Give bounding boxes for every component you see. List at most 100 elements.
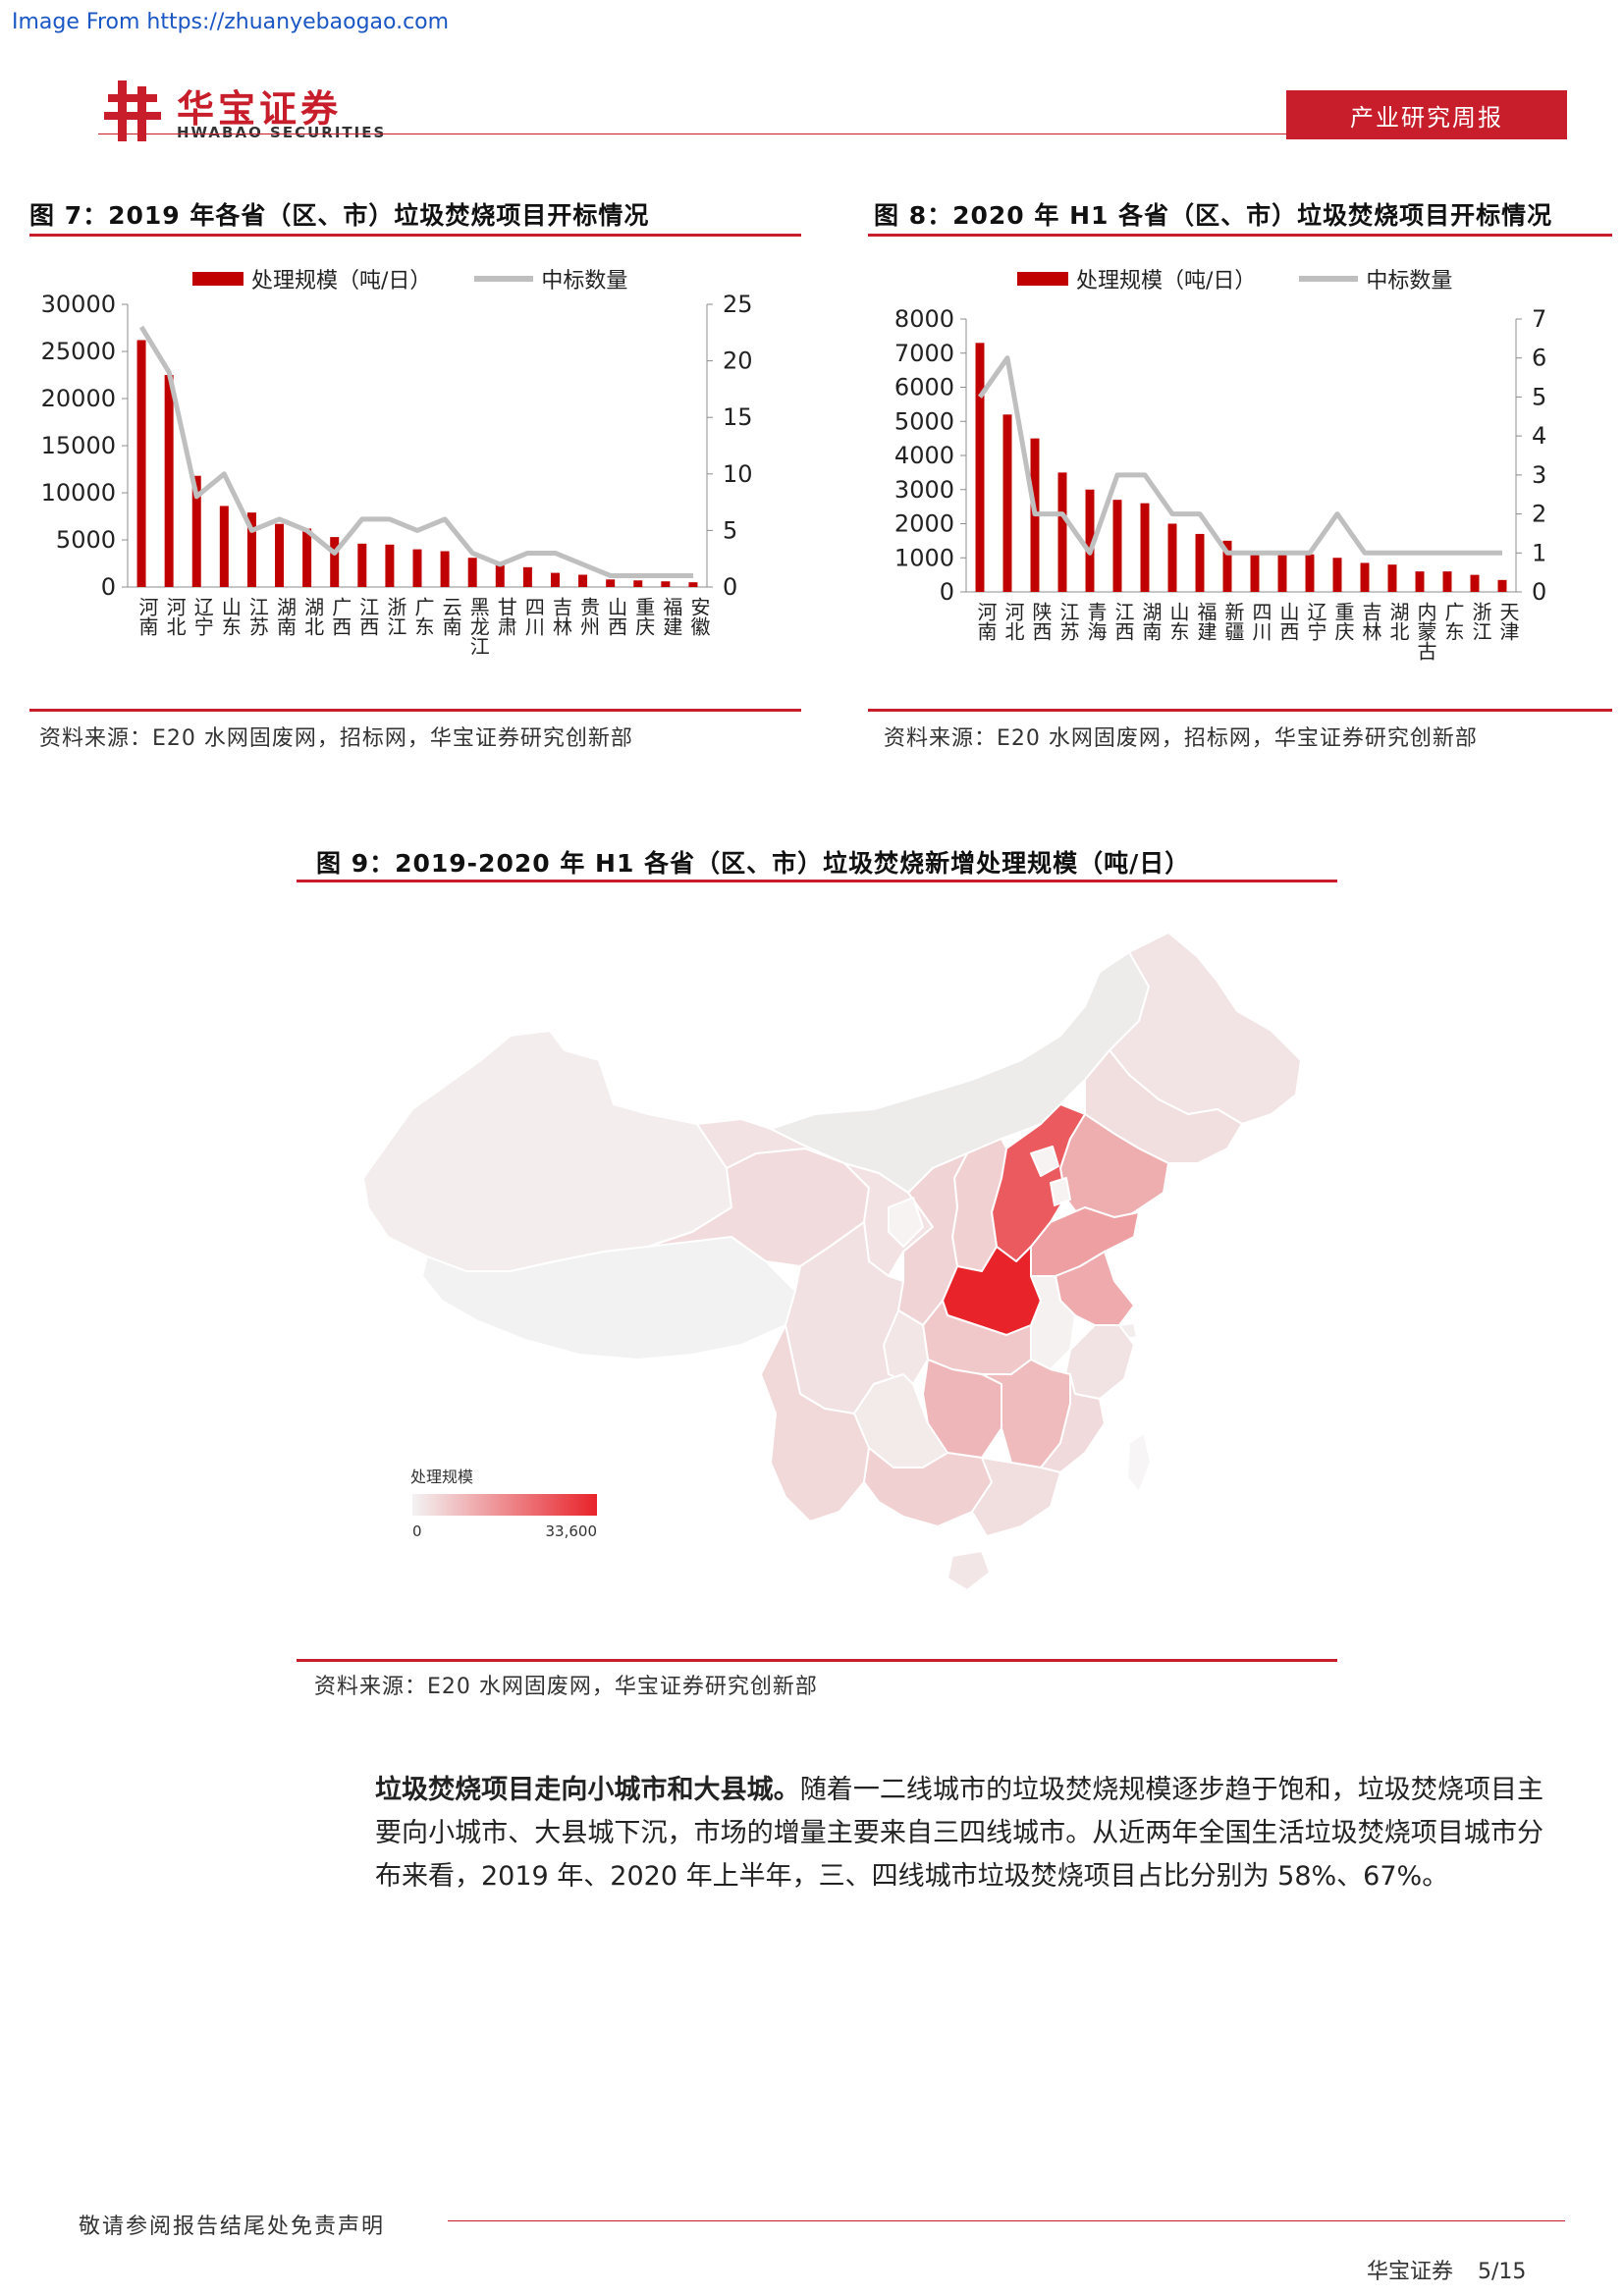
y2-tick-label: 7: [1532, 305, 1546, 333]
bar: [688, 582, 698, 587]
company-logo: 华宝证券 HWABAO SECURITIES: [98, 77, 393, 145]
bar: [1167, 523, 1177, 592]
x-tick-label: 吉林: [1359, 602, 1382, 641]
x-tick-label: 江苏: [245, 597, 269, 636]
bar: [975, 343, 985, 592]
x-tick-label: 四川: [1249, 602, 1272, 641]
x-tick-label: 内蒙古: [1414, 602, 1437, 661]
bar: [357, 543, 367, 587]
figure-8-chart: 0 1000 2000 3000 4000 5000 6000 7000 8000 0 1 2 3 4 5 6…: [894, 305, 1546, 661]
bar: [1277, 554, 1287, 592]
y-tick-label: 6000: [894, 374, 954, 401]
legend-line-swatch: [1299, 276, 1359, 282]
body-lead: 垃圾焚烧项目走向小城市和大县城。: [375, 1775, 800, 1805]
bar: [246, 512, 256, 587]
y-tick-label: 8000: [894, 305, 954, 333]
x-tick-label: 广西: [329, 597, 352, 636]
footer-page-number: 5/15: [1478, 2260, 1527, 2284]
x-tick-label: 福建: [660, 597, 683, 636]
figure-9-bottom-rule: [297, 1659, 1337, 1662]
bar: [1360, 562, 1370, 592]
figure-9-top-rule: [297, 880, 1337, 882]
bar: [385, 544, 395, 587]
x-tick-label: 辽宁: [1304, 602, 1327, 641]
footer-page-info: 华宝证券 5/15: [1367, 2254, 1526, 2285]
y2-tick-label: 20: [723, 347, 753, 375]
bar: [467, 558, 477, 587]
x-tick-label: 河南: [135, 597, 159, 636]
bar: [1195, 533, 1205, 592]
y2-tick-label: 2: [1532, 501, 1546, 528]
x-tick-label: 吉林: [549, 597, 572, 636]
y-tick-label: 4000: [894, 442, 954, 469]
y-tick-label: 0: [101, 573, 116, 601]
x-tick-label: 河北: [163, 597, 187, 636]
x-tick-label: 河北: [1001, 602, 1025, 641]
x-tick-label: 重庆: [1331, 602, 1355, 641]
province-xinjiang: [362, 1030, 732, 1272]
x-tick-label: 浙江: [384, 597, 407, 636]
x-tick-label: 湖南: [1139, 602, 1163, 641]
legend-bar-swatch: [1017, 272, 1068, 286]
bar: [1442, 571, 1452, 592]
y-tick-label: 30000: [41, 294, 116, 318]
figure-8-bottom-rule: [868, 709, 1612, 712]
x-tick-label: 江苏: [1056, 602, 1080, 641]
y2-tick-label: 4: [1532, 422, 1546, 450]
x-tick-label: 新疆: [1221, 602, 1245, 641]
bar: [330, 537, 340, 587]
x-tick-label: 山西: [1276, 602, 1300, 641]
bar: [1057, 472, 1067, 592]
x-tick-label: 河南: [974, 602, 998, 641]
footer-disclaimer: 敬请参阅报告结尾处免责声明: [79, 2215, 386, 2239]
figure-8-legend: 处理规模（吨/日） 中标数量: [1017, 263, 1452, 294]
bar: [275, 523, 285, 587]
bar: [606, 579, 616, 587]
legend-bar-swatch: [192, 272, 244, 286]
header-rule: [98, 133, 1286, 134]
bar: [550, 572, 560, 587]
footer-rule: [448, 2220, 1565, 2221]
x-tick-label: 江西: [356, 597, 380, 636]
figure-7-legend: 处理规模（吨/日） 中标数量: [192, 263, 627, 294]
legend-line-label: 中标数量: [1366, 269, 1453, 294]
bar: [412, 549, 422, 587]
x-tick-label: 湖北: [301, 597, 325, 636]
x-tick-label: 福建: [1194, 602, 1218, 641]
bar: [1497, 579, 1507, 592]
y2-tick-label: 6: [1532, 345, 1546, 372]
bar: [1002, 414, 1012, 592]
x-tick-label: 黑龙江: [466, 597, 490, 656]
source-url[interactable]: Image From https://zhuanyebaogao.com: [12, 10, 450, 34]
x-tick-label: 云南: [439, 597, 462, 636]
legend-bar-label: 处理规模（吨/日）: [1076, 269, 1257, 294]
province-fujian: [1040, 1373, 1106, 1473]
y-tick-label: 15000: [41, 432, 116, 459]
y-tick-label: 3000: [894, 476, 954, 504]
figure-7-chart: 0 5000 10000 15000 20000 25000 30000 0 5 10 15 20 25…: [41, 294, 753, 656]
bar: [1085, 489, 1095, 592]
legend-bar-label: 处理规模（吨/日）: [251, 269, 432, 294]
x-tick-label: 浙江: [1469, 602, 1492, 641]
y-tick-label: 5000: [56, 526, 116, 554]
x-tick-label: 安徽: [687, 597, 711, 636]
x-tick-label: 湖北: [1386, 602, 1410, 641]
y-tick-label: 7000: [894, 340, 954, 367]
x-tick-label: 山西: [605, 597, 628, 636]
y-tick-label: 1000: [894, 544, 954, 571]
footer-company: 华宝证券: [1367, 2260, 1454, 2284]
bar: [219, 506, 229, 587]
province-heilongjiang: [1109, 932, 1302, 1125]
province-hainan: [947, 1550, 991, 1591]
figure-8-top-rule: [868, 234, 1612, 237]
x-tick-label: 陕西: [1029, 602, 1053, 641]
x-tick-label: 山东: [1166, 602, 1190, 641]
x-tick-label: 重庆: [632, 597, 656, 636]
bar: [1470, 574, 1480, 592]
figure-8-title: 图 8：2020 年 H1 各省（区、市）垃圾焚烧项目开标情况: [874, 201, 1553, 230]
bar: [633, 580, 643, 587]
bar: [440, 551, 450, 587]
x-tick-label: 广东: [1441, 602, 1465, 641]
province-beijing: [1030, 1146, 1059, 1177]
province-hunan: [922, 1359, 1002, 1459]
